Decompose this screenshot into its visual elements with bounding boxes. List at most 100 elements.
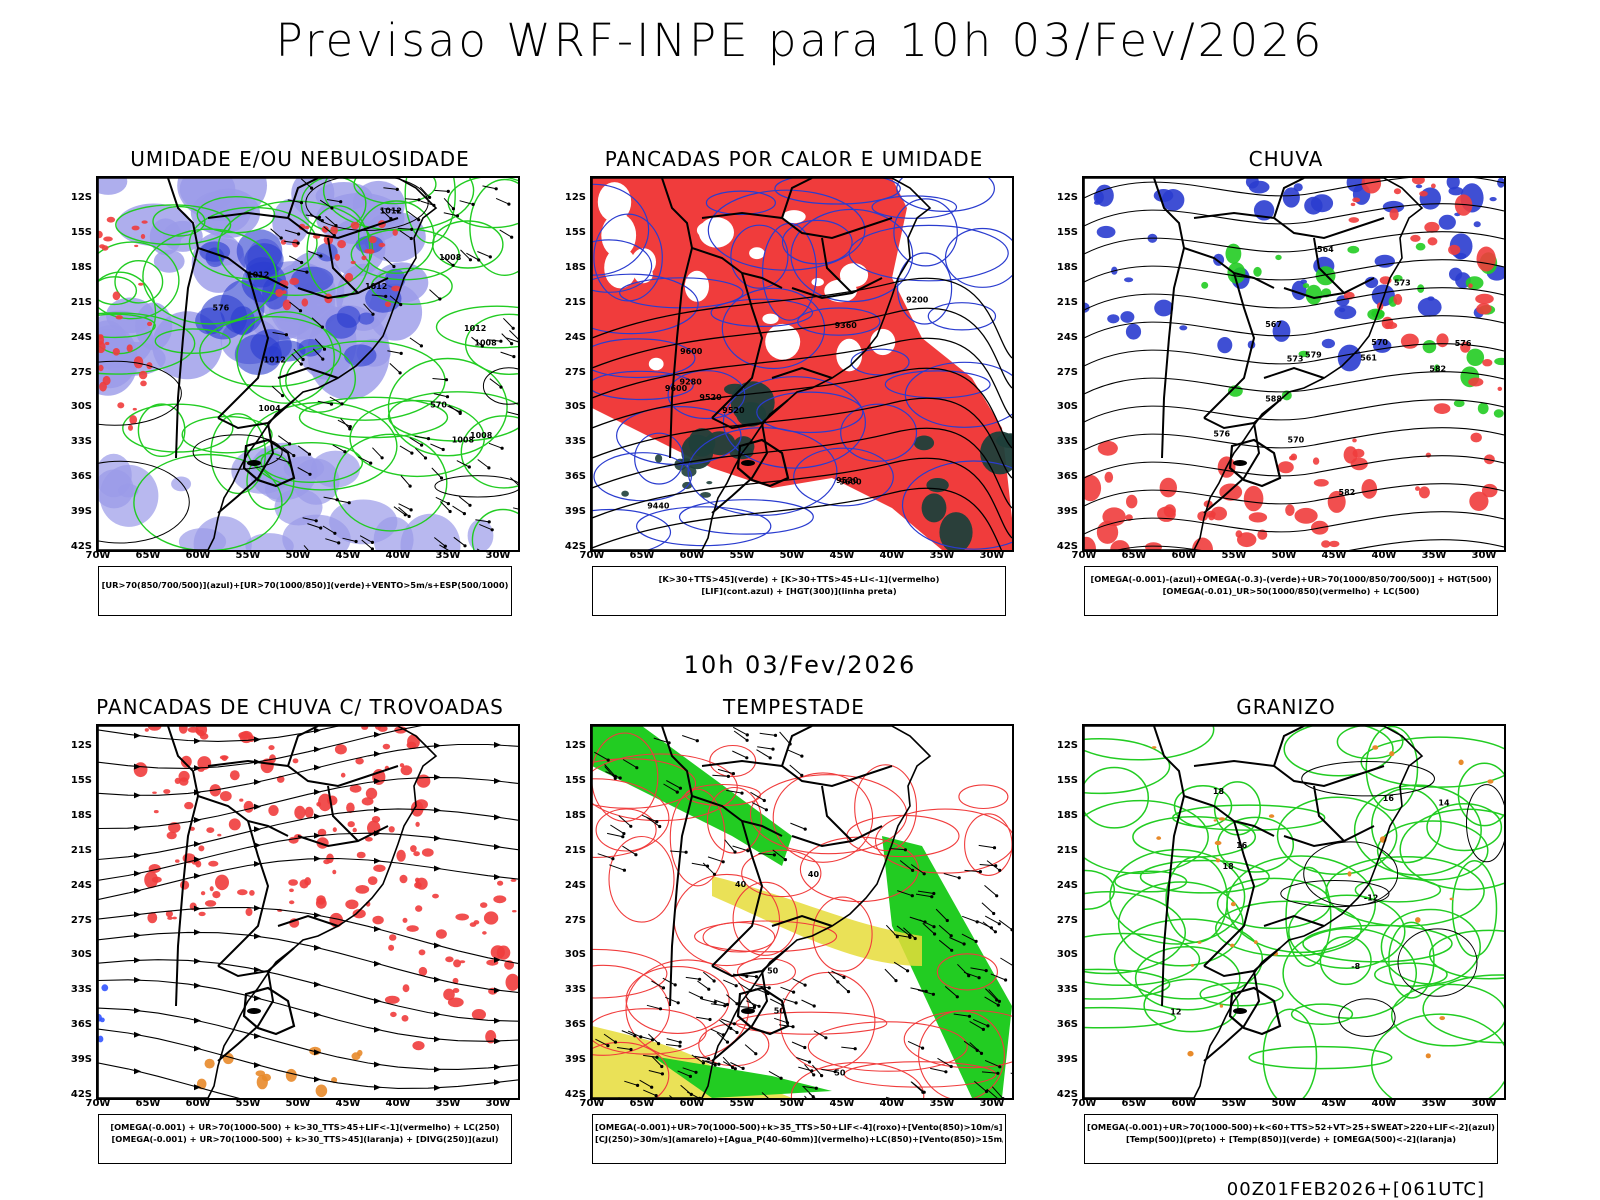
longitude-tick-label: 50W	[285, 1098, 311, 1109]
latitude-tick-label: 30S	[1056, 401, 1078, 413]
panel-legend: [OMEGA(-0.001)+UR>70(1000-500)+k<60+TTS>…	[1084, 1114, 1498, 1164]
longitude-tick-label: 55W	[235, 1098, 261, 1109]
longitude-tick-label: 70W	[1071, 550, 1097, 561]
latitude-tick-label: 33S	[564, 984, 586, 996]
legend-line: [UR>70(850/700/500)](azul)+[UR>70(1000/8…	[101, 580, 509, 590]
longitude-tick-label: 50W	[1271, 1098, 1297, 1109]
contour-label: 588	[1265, 394, 1282, 403]
longitude-tick-label: 65W	[629, 1098, 655, 1109]
longitude-tick-label: 30W	[1471, 1098, 1497, 1109]
longitude-tick-label: 35W	[929, 550, 955, 561]
map-panel: 1012 1012 1012 1008 1012 1008 1004 1012 1008 1008…	[96, 176, 520, 552]
contour-label: 579	[1305, 350, 1322, 359]
contour-label: 9600	[839, 478, 862, 487]
latitude-tick-label: 36S	[70, 471, 92, 483]
longitude-tick-label: 70W	[1071, 1098, 1097, 1109]
longitude-tick-label: 35W	[1421, 550, 1447, 561]
latitude-tick-label: 24S	[70, 879, 92, 891]
latitude-tick-label: 39S	[1056, 506, 1078, 518]
panel-title: TEMPESTADE	[723, 695, 865, 719]
latitude-tick-label: 12S	[70, 740, 92, 751]
contour-label: 582	[1429, 365, 1446, 374]
latitude-tick-label: 18S	[564, 261, 586, 273]
contour-label: 18	[1213, 787, 1225, 796]
latitude-tick-label: 24S	[1056, 331, 1078, 343]
contour-label: 561	[1360, 354, 1377, 363]
latitude-tick-label: 18S	[564, 809, 586, 821]
contour-label: 1012	[380, 206, 402, 215]
contour-label: 50	[834, 1069, 846, 1078]
contour-label: 567	[1265, 320, 1282, 329]
latitude-tick-label: 24S	[564, 879, 586, 891]
latitude-tick-label: 24S	[1056, 879, 1078, 891]
legend-line: [OMEGA(-0.01)_UR>50(1000/850)(vermelho) …	[1162, 586, 1420, 596]
map-canvas: 50 40 50 50 40	[592, 726, 1012, 1098]
latitude-tick-label: 15S	[564, 774, 586, 786]
latitude-tick-label: 30S	[564, 949, 586, 961]
legend-line: [OMEGA(-0.001) + UR>70(1000-500) + k>30_…	[110, 1122, 500, 1132]
latitude-tick-label: 27S	[564, 366, 586, 378]
contour-label: 40	[808, 870, 820, 879]
longitude-tick-label: 45W	[829, 550, 855, 561]
latitude-tick-label: 15S	[1056, 226, 1078, 238]
latitude-tick-label: 18S	[70, 809, 92, 821]
latitude-tick-label: 12S	[1056, 192, 1078, 203]
latitude-tick-label: 15S	[564, 226, 586, 238]
latitude-tick-label: 21S	[1056, 296, 1078, 308]
contour-label: 9520	[722, 406, 745, 415]
latitude-tick-label: 39S	[564, 1054, 586, 1066]
latitude-tick-label: 24S	[70, 331, 92, 343]
contour-label: 9280	[680, 378, 703, 387]
map-panel: -12 -8 16 16 18 18 14 12	[1082, 724, 1506, 1100]
contour-label: 50	[774, 1007, 786, 1016]
longitude-tick-label: 65W	[1121, 1098, 1147, 1109]
longitude-tick-label: 70W	[85, 550, 111, 561]
latitude-tick-label: 18S	[1056, 261, 1078, 273]
longitude-tick-label: 40W	[1371, 550, 1397, 561]
latitude-tick-label: 27S	[70, 366, 92, 378]
latitude-tick-label: 30S	[70, 401, 92, 413]
longitude-tick-label: 30W	[979, 1098, 1005, 1109]
contour-label: 14	[1438, 799, 1450, 808]
legend-line: [LIF](cont.azul) + [HGT(300)](linha pret…	[701, 586, 897, 596]
latitude-tick-label: 12S	[564, 192, 586, 203]
contour-label: 570	[430, 401, 447, 410]
legend-line: [OMEGA(-0.001) + UR>70(1000-500) + k>30_…	[111, 1134, 499, 1144]
longitude-tick-label: 65W	[1121, 550, 1147, 561]
latitude-tick-label: 30S	[70, 949, 92, 961]
contour-label: 9600	[665, 384, 688, 393]
latitude-tick-label: 42S	[1056, 541, 1078, 552]
latitude-tick-label: 33S	[1056, 436, 1078, 448]
longitude-tick-label: 55W	[1221, 550, 1247, 561]
contour-label: 50	[767, 967, 779, 976]
latitude-tick-label: 27S	[1056, 366, 1078, 378]
latitude-tick-label: 42S	[70, 1089, 92, 1100]
latitude-tick-label: 36S	[1056, 471, 1078, 483]
longitude-tick-label: 65W	[629, 550, 655, 561]
latitude-tick-label: 21S	[564, 296, 586, 308]
latitude-tick-label: 42S	[564, 541, 586, 552]
latitude-tick-label: 39S	[564, 506, 586, 518]
longitude-tick-label: 60W	[1171, 550, 1197, 561]
panel-title: PANCADAS POR CALOR E UMIDADE	[604, 147, 984, 171]
panel-legend: [OMEGA(-0.001) + UR>70(1000-500) + k>30_…	[98, 1114, 512, 1164]
latitude-tick-label: 42S	[1056, 1089, 1078, 1100]
latitude-tick-label: 33S	[70, 984, 92, 996]
latitude-tick-label: 36S	[1056, 1019, 1078, 1031]
map-canvas	[98, 726, 518, 1098]
longitude-tick-label: 55W	[1221, 1098, 1247, 1109]
contour-label: 570	[1371, 338, 1388, 347]
longitude-tick-label: 60W	[1171, 1098, 1197, 1109]
contour-label: 16	[1236, 841, 1248, 850]
latitude-tick-label: 12S	[1056, 740, 1078, 751]
longitude-tick-label: 60W	[679, 1098, 705, 1109]
latitude-tick-label: 27S	[1056, 914, 1078, 926]
contour-label: 40	[735, 880, 747, 889]
latitude-tick-label: 21S	[70, 296, 92, 308]
panel-title: UMIDADE E/OU NEBULOSIDADE	[130, 147, 470, 171]
longitude-tick-label: 50W	[779, 1098, 805, 1109]
panel-title: PANCADAS DE CHUVA C/ TROVOADAS	[96, 695, 504, 719]
longitude-tick-label: 35W	[435, 1098, 461, 1109]
longitude-tick-label: 60W	[185, 1098, 211, 1109]
contour-label: 9600	[680, 347, 703, 356]
